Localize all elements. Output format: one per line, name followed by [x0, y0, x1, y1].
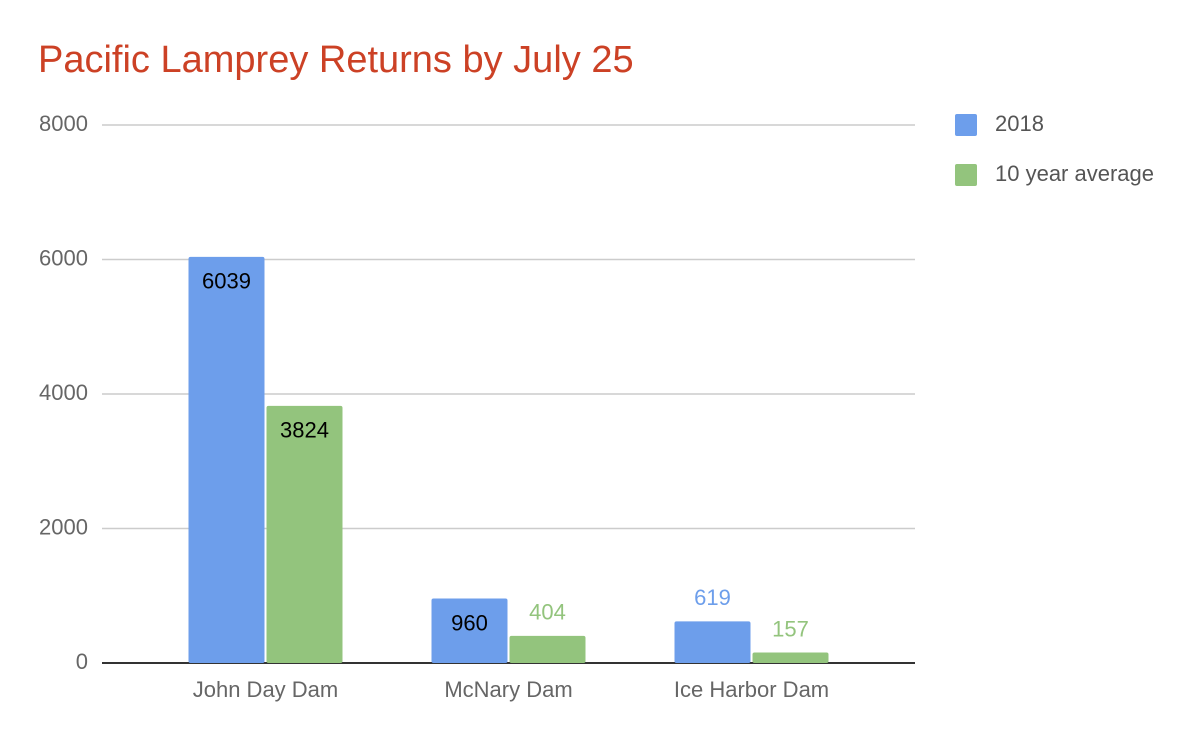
y-tick-label: 2000 — [39, 514, 88, 539]
y-tick-label: 0 — [76, 649, 88, 674]
value-label: 157 — [772, 616, 809, 641]
value-label: 619 — [694, 585, 731, 610]
bar — [752, 652, 829, 663]
x-tick-label: John Day Dam — [193, 677, 339, 702]
value-label: 3824 — [280, 418, 329, 443]
bar — [509, 635, 586, 663]
legend-swatch — [955, 114, 977, 136]
x-tick-label: McNary Dam — [444, 677, 572, 702]
legend-swatch — [955, 164, 977, 186]
chart-title: Pacific Lamprey Returns by July 25 — [38, 39, 634, 81]
bar — [188, 256, 265, 663]
legend-label: 2018 — [995, 111, 1044, 136]
y-tick-label: 6000 — [39, 245, 88, 270]
bar — [674, 621, 751, 663]
value-label: 960 — [451, 610, 488, 635]
bar — [431, 598, 508, 663]
bar — [266, 405, 343, 663]
value-label: 404 — [529, 600, 566, 625]
y-tick-label: 4000 — [39, 380, 88, 405]
x-tick-label: Ice Harbor Dam — [674, 677, 829, 702]
value-label: 6039 — [202, 269, 251, 294]
y-tick-label: 8000 — [39, 111, 88, 136]
legend-label: 10 year average — [995, 161, 1154, 186]
